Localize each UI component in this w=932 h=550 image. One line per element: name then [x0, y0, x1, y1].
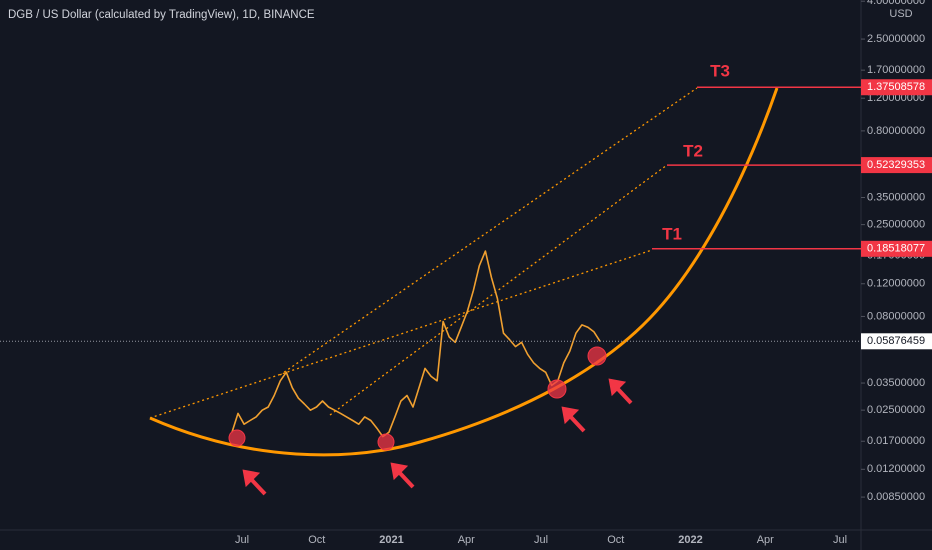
- arrows: [242, 378, 633, 496]
- target-price-label: 0.52329353: [867, 159, 925, 171]
- target-price-label: 1.37508578: [867, 81, 925, 93]
- arrow-head: [561, 406, 580, 425]
- target-box: [861, 79, 932, 96]
- trend-line: [149, 87, 698, 419]
- last-price-box: [861, 333, 932, 350]
- y-tick-label: 0.01700000: [867, 435, 925, 447]
- x-tick-label: 2022: [678, 534, 702, 546]
- x-tick-label: Jul: [534, 534, 548, 546]
- x-tick-label: Apr: [757, 534, 774, 546]
- x-tick-label: Jul: [235, 534, 249, 546]
- arrow: [396, 469, 415, 489]
- y-tick-label: 0.01200000: [867, 463, 925, 475]
- markers: [228, 346, 633, 496]
- price-line: [231, 250, 601, 438]
- arrow: [567, 413, 586, 433]
- touch-point: [377, 433, 395, 451]
- plot: [0, 86, 861, 438]
- target-name: T3: [710, 61, 730, 80]
- arrow-head: [390, 462, 409, 481]
- touch-point: [587, 346, 607, 366]
- x-tick-label: 2021: [379, 534, 403, 546]
- y-tick-label: 0.25000000: [867, 219, 925, 231]
- y-tick-label: 1.70000000: [867, 64, 925, 76]
- x-tick-label: Oct: [607, 534, 624, 546]
- arrow: [248, 476, 267, 496]
- x-tick-label: Apr: [458, 534, 475, 546]
- y-tick-label: 0.80000000: [867, 125, 925, 137]
- y-tick-label: 2.50000000: [867, 33, 925, 45]
- target-name: T1: [662, 224, 682, 243]
- last-price-label: 0.05876459: [867, 335, 925, 347]
- y-tick-label: 0.12000000: [867, 278, 925, 290]
- x-tick-label: Jul: [833, 534, 847, 546]
- arrow-head: [242, 469, 261, 488]
- arrow-head: [608, 378, 627, 397]
- y-tick-label: 0.08000000: [867, 310, 925, 322]
- y-tick-label: 0.02500000: [867, 404, 925, 416]
- target-price-label: 0.18518077: [867, 243, 925, 255]
- target-box: [861, 240, 932, 257]
- y-tick-label: 4.00000000: [867, 0, 925, 7]
- chart-title: DGB / US Dollar (calculated by TradingVi…: [8, 9, 315, 21]
- arrow: [614, 385, 633, 405]
- target-box: [861, 157, 932, 174]
- currency-label: USD: [889, 8, 912, 20]
- touch-point: [547, 379, 567, 399]
- touch-point: [228, 429, 246, 447]
- target-name: T2: [683, 141, 703, 160]
- x-tick-label: Oct: [308, 534, 325, 546]
- y-tick-label: 0.35000000: [867, 191, 925, 203]
- y-tick-label: 0.00850000: [867, 491, 925, 503]
- y-tick-label: 0.03500000: [867, 377, 925, 389]
